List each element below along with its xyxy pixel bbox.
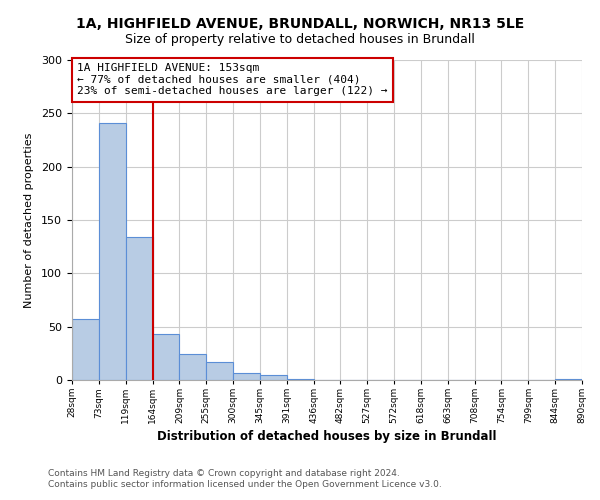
- X-axis label: Distribution of detached houses by size in Brundall: Distribution of detached houses by size …: [157, 430, 497, 444]
- Text: 1A HIGHFIELD AVENUE: 153sqm
← 77% of detached houses are smaller (404)
23% of se: 1A HIGHFIELD AVENUE: 153sqm ← 77% of det…: [77, 63, 388, 96]
- Text: Size of property relative to detached houses in Brundall: Size of property relative to detached ho…: [125, 32, 475, 46]
- Text: Contains HM Land Registry data © Crown copyright and database right 2024.: Contains HM Land Registry data © Crown c…: [48, 468, 400, 477]
- Bar: [233, 372, 260, 380]
- Bar: [287, 379, 314, 380]
- Bar: [125, 237, 152, 380]
- Bar: [206, 362, 233, 380]
- Bar: [72, 319, 99, 380]
- Text: Contains public sector information licensed under the Open Government Licence v3: Contains public sector information licen…: [48, 480, 442, 489]
- Y-axis label: Number of detached properties: Number of detached properties: [24, 132, 34, 308]
- Bar: [555, 379, 582, 380]
- Bar: [152, 334, 179, 380]
- Bar: [260, 374, 287, 380]
- Text: 1A, HIGHFIELD AVENUE, BRUNDALL, NORWICH, NR13 5LE: 1A, HIGHFIELD AVENUE, BRUNDALL, NORWICH,…: [76, 18, 524, 32]
- Bar: [99, 123, 125, 380]
- Bar: [179, 354, 206, 380]
